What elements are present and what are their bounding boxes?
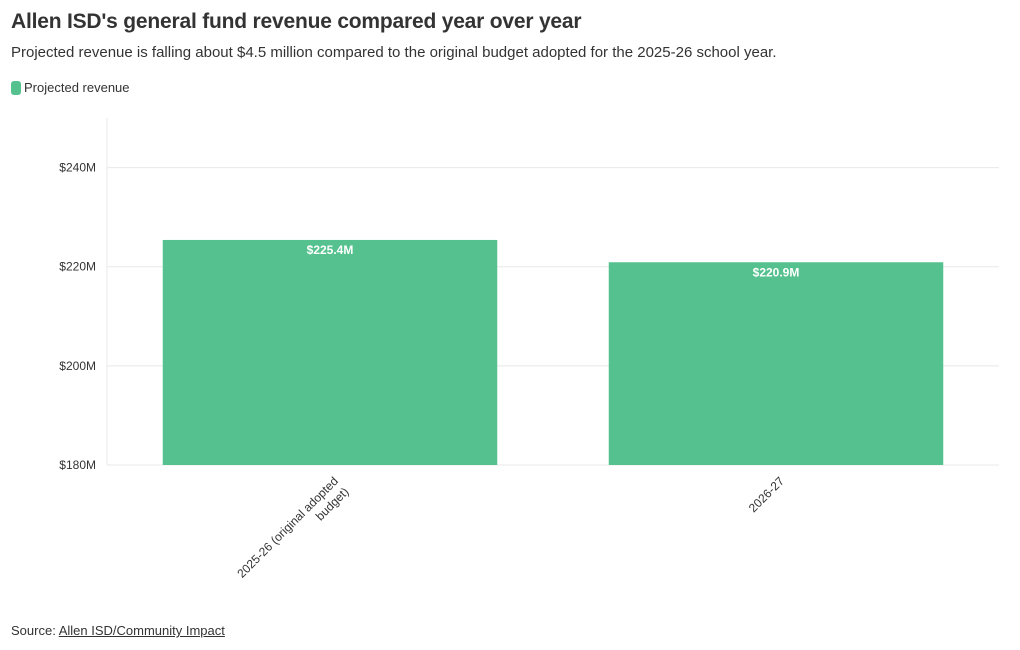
x-tick-label-line: 2026-27: [746, 474, 787, 515]
y-tick-label: $180M: [59, 458, 96, 472]
source-prefix: Source:: [11, 623, 56, 638]
legend-swatch: [11, 80, 21, 95]
legend: Projected revenue: [11, 80, 130, 95]
chart-title: Allen ISD's general fund revenue compare…: [11, 10, 582, 33]
bar: [608, 262, 944, 465]
x-tick-label: 2026-27: [746, 474, 787, 515]
source-link[interactable]: Allen ISD/Community Impact: [58, 623, 225, 638]
legend-label: Projected revenue: [24, 80, 130, 95]
y-tick-label: $220M: [59, 260, 96, 274]
bar: [162, 239, 498, 465]
y-tick-label: $200M: [59, 359, 96, 373]
source-note: Source: Allen ISD/Community Impact: [11, 623, 225, 638]
bar-chart: $180M $200M $220M $240M $225.4M 2025-26 (orig…: [59, 118, 999, 581]
x-tick-label-line: 2025-26 (original adopted: [234, 474, 341, 581]
y-tick-label: $240M: [59, 161, 96, 175]
bar-data-label: $225.4M: [307, 243, 354, 257]
bar-data-label: $220.9M: [753, 265, 800, 279]
chart-subtitle: Projected revenue is falling about $4.5 …: [11, 44, 777, 61]
